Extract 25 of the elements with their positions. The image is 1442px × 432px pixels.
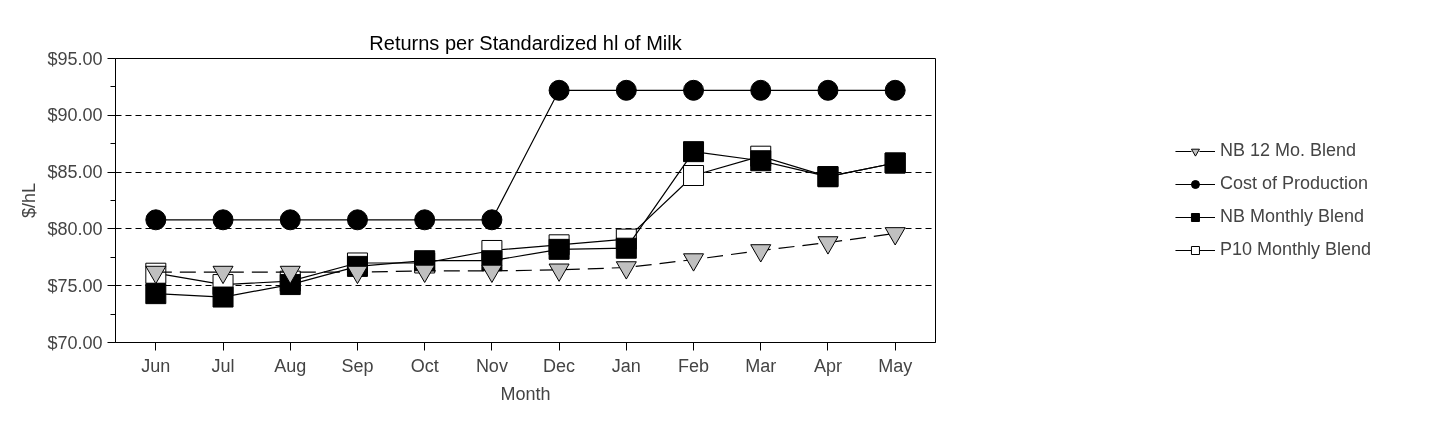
legend-label: NB 12 Mo. Blend xyxy=(1219,140,1357,161)
x-tick-label: Sep xyxy=(341,355,374,376)
y-tick-label: $90.00 xyxy=(47,105,103,126)
x-tick-label: Nov xyxy=(475,355,508,376)
x-tick-label: Apr xyxy=(813,355,842,376)
x-tick-label: Mar xyxy=(745,355,777,376)
chart-title: Returns per Standardized hl of Milk xyxy=(369,31,683,54)
legend-label: P10 Monthly Blend xyxy=(1219,239,1372,260)
x-tick-label: Jan xyxy=(611,355,641,376)
y-tick-label: $85.00 xyxy=(47,162,103,183)
legend-label: NB Monthly Blend xyxy=(1219,206,1365,227)
x-tick-label: Oct xyxy=(410,355,439,376)
x-tick-label: Jun xyxy=(141,355,171,376)
y-tick-label: $75.00 xyxy=(47,275,103,296)
x-tick-label: Feb xyxy=(678,355,710,376)
x-axis-title: Month xyxy=(500,383,551,404)
x-tick-label: Aug xyxy=(274,355,307,376)
y-tick-label: $80.00 xyxy=(47,218,103,239)
x-tick-label: Dec xyxy=(543,355,576,376)
legend-label: Cost of Production xyxy=(1219,173,1369,194)
y-axis-title: $/hL xyxy=(19,182,40,219)
x-tick-label: May xyxy=(878,355,913,376)
y-tick-label: $70.00 xyxy=(47,332,103,353)
y-tick-label: $95.00 xyxy=(47,48,103,69)
x-tick-label: Jul xyxy=(211,355,235,376)
